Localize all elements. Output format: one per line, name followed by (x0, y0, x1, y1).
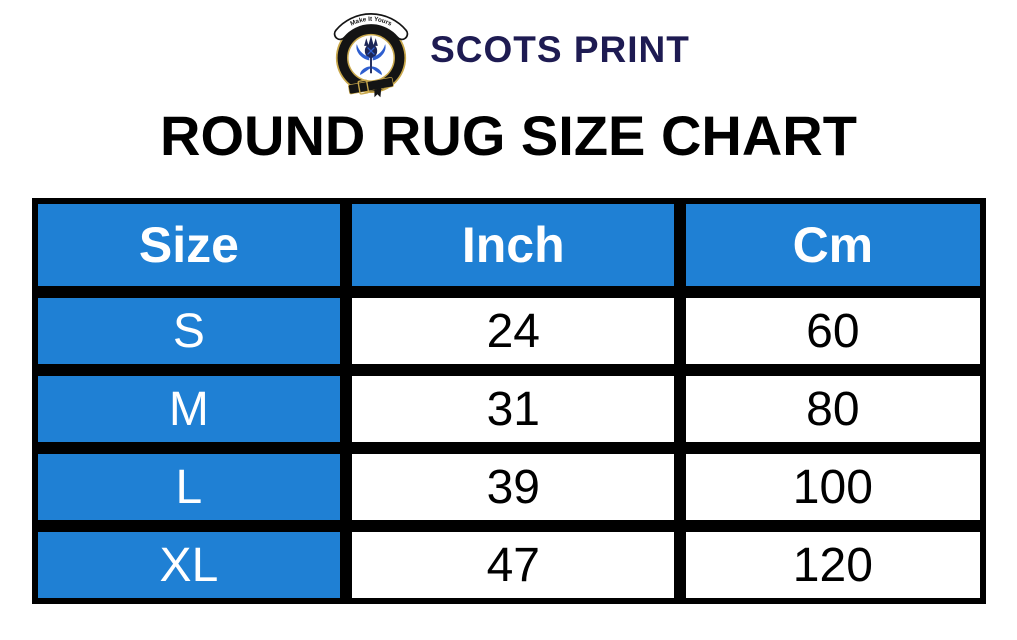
size-table-body: S 24 60 M 31 80 L 39 100 XL 47 120 (31, 292, 986, 604)
banner-text: Make It Yours (349, 16, 393, 28)
size-cell: XL (31, 526, 347, 604)
inch-cell: 24 (346, 292, 681, 370)
page-title: ROUND RUG SIZE CHART (160, 104, 857, 167)
brand-name: SCOTS PRINT (430, 28, 690, 70)
cm-cell: 60 (680, 292, 986, 370)
size-cell: L (31, 448, 347, 526)
cm-cell: 80 (680, 370, 986, 448)
size-cell: M (31, 370, 347, 448)
thistle-icon (356, 35, 386, 75)
column-header-cm: Cm (680, 198, 986, 292)
inch-cell: 47 (346, 526, 681, 604)
column-header-inch: Inch (346, 198, 681, 292)
inch-cell: 39 (346, 448, 681, 526)
size-chart-table: Size Inch Cm S 24 60 M 31 80 L 39 100 XL 47 120 (31, 198, 986, 604)
cm-cell: 100 (680, 448, 986, 526)
table-row: M 31 80 (31, 370, 986, 448)
table-row: L 39 100 (31, 448, 986, 526)
brand-logo-thistle-crest-icon: Make It Yours (333, 13, 409, 98)
column-header-size: Size (31, 198, 347, 292)
inch-cell: 31 (346, 370, 681, 448)
brand-header: Make It Yours SCOTS PRINT (0, 0, 1017, 98)
table-row: S 24 60 (31, 292, 986, 370)
table-row: XL 47 120 (31, 526, 986, 604)
banner-ribbon: Make It Yours (333, 13, 409, 41)
belt-strap (348, 77, 394, 98)
svg-text:Make It Yours: Make It Yours (349, 16, 393, 28)
cm-cell: 120 (680, 526, 986, 604)
table-header-row: Size Inch Cm (31, 198, 986, 292)
size-cell: S (31, 292, 347, 370)
